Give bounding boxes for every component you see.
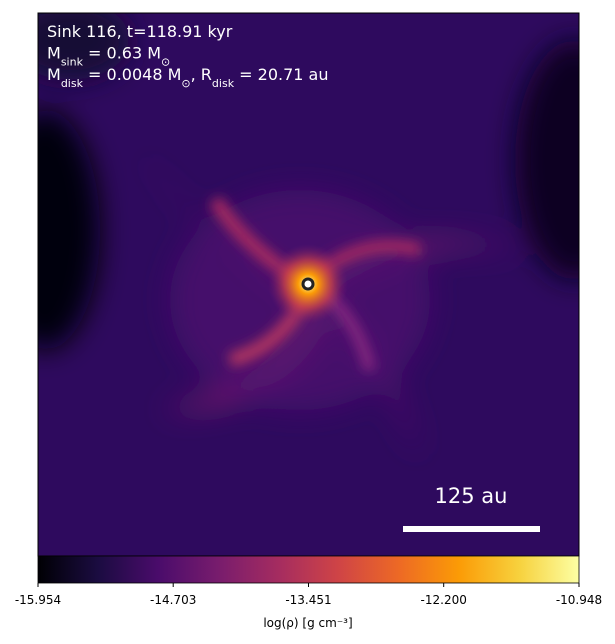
colorbar-tick-label: -12.200 [421, 593, 467, 607]
annotation-text: = 20.71 au [234, 65, 328, 84]
subscript: ⊙ [161, 55, 170, 68]
subscript: disk [61, 77, 84, 90]
colorbar-tick-label: -14.703 [150, 593, 196, 607]
annotation-text: = 0.0048 M [83, 65, 181, 84]
colorbar-tick-label: -13.451 [285, 593, 331, 607]
annotation: Msink = 0.63 M⊙ [47, 44, 170, 69]
annotation-text: Sink 116, t=118.91 kyr [47, 22, 233, 41]
annotation-text: M [47, 44, 61, 63]
sink-marker [301, 277, 315, 291]
annotation: Sink 116, t=118.91 kyr [47, 22, 233, 41]
scalebar-label: 125 au [435, 484, 508, 508]
colorbar-tick-label: -10.948 [556, 593, 602, 607]
subscript: sink [61, 55, 84, 68]
annotation-text: = 0.63 M [83, 44, 161, 63]
scalebar [403, 526, 540, 532]
density-map [38, 13, 579, 556]
colorbar [37, 555, 580, 584]
annotation: Mdisk = 0.0048 M⊙, Rdisk = 20.71 au [47, 65, 328, 90]
colorbar-label: log(ρ) [g cm⁻³] [263, 616, 352, 630]
annotation-text: , R [191, 65, 212, 84]
colorbar-tick-label: -15.954 [15, 593, 61, 607]
subscript: ⊙ [181, 77, 190, 90]
annotation-text: M [47, 65, 61, 84]
subscript: disk [212, 77, 235, 90]
